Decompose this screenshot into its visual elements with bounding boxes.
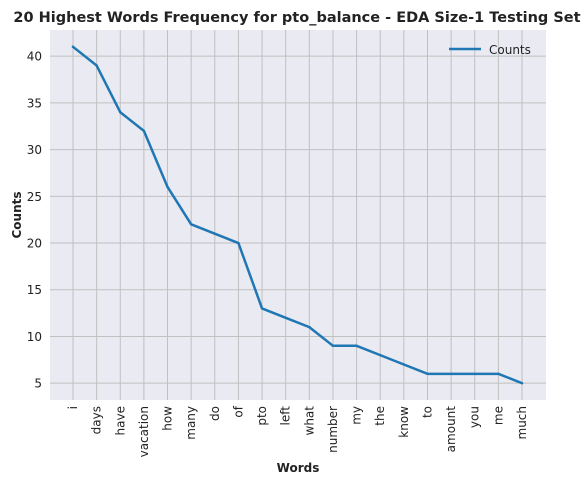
data-point <box>260 307 264 310</box>
x-tick-label: number <box>326 406 340 453</box>
x-tick-label: vacation <box>137 406 151 457</box>
y-tick-label: 15 <box>27 283 42 297</box>
x-axis-label: Words <box>277 461 320 475</box>
chart-title: 20 Highest Words Frequency for pto_balan… <box>13 10 580 26</box>
y-axis-ticks: 5 10 15 20 25 30 35 40 <box>27 50 42 391</box>
data-point <box>308 325 311 329</box>
x-tick-label: pto <box>255 406 269 426</box>
data-point <box>189 223 193 226</box>
x-axis-ticks: i days have vacation how many do of pto left what n… <box>66 405 529 457</box>
x-tick-label: what <box>302 406 316 436</box>
data-point <box>142 129 146 133</box>
y-tick-label: 30 <box>27 143 42 157</box>
x-tick-label: left <box>279 406 293 426</box>
data-point <box>284 316 287 319</box>
data-point <box>95 64 98 67</box>
y-tick-label: 35 <box>27 96 42 110</box>
x-tick-label: know <box>397 406 411 438</box>
series-layer <box>71 45 524 385</box>
series-line-counts <box>71 45 524 385</box>
plot-area <box>50 30 546 400</box>
x-tick-label: do <box>208 406 222 421</box>
legend-label-counts: Counts <box>489 43 531 57</box>
data-point <box>166 185 169 189</box>
x-tick-label: many <box>184 406 198 440</box>
x-tick-label: the <box>373 406 387 426</box>
data-point <box>71 45 75 49</box>
legend: Counts <box>449 43 531 57</box>
x-tick-label: much <box>515 406 529 440</box>
data-point <box>426 372 429 376</box>
x-tick-label: to <box>420 406 434 418</box>
x-tick-label: days <box>90 406 104 434</box>
data-point <box>379 353 382 357</box>
y-tick-label: 5 <box>34 377 42 391</box>
x-tick-label: have <box>113 406 127 435</box>
data-point <box>520 381 524 385</box>
x-tick-label: me <box>491 406 505 425</box>
x-tick-label: you <box>468 406 482 428</box>
grid-lines <box>50 30 546 400</box>
y-tick-label: 20 <box>27 237 42 251</box>
x-tick-label: amount <box>444 406 458 453</box>
y-tick-label: 25 <box>27 190 42 204</box>
data-point <box>449 372 453 376</box>
data-point <box>237 241 240 245</box>
x-tick-label: how <box>161 406 175 431</box>
data-point <box>331 344 335 348</box>
data-point <box>402 363 406 366</box>
data-point <box>213 232 216 235</box>
data-point <box>355 344 358 348</box>
y-tick-label: 10 <box>27 330 42 344</box>
data-point <box>497 372 500 376</box>
x-tick-label: my <box>350 406 364 425</box>
x-tick-label: of <box>231 405 245 417</box>
y-axis-label: Counts <box>10 191 24 238</box>
x-tick-label: i <box>66 406 80 409</box>
data-point <box>473 372 476 376</box>
y-tick-label: 40 <box>27 50 42 64</box>
data-point <box>119 111 122 114</box>
